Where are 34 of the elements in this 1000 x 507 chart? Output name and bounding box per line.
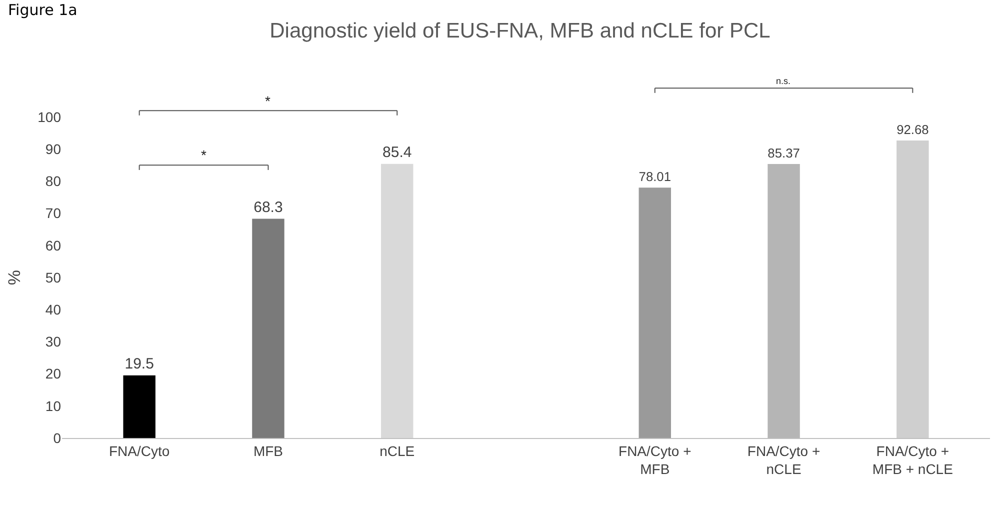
y-tick-label: 100 xyxy=(38,108,62,125)
x-tick-label: nCLE xyxy=(380,442,415,459)
y-tick-label: 0 xyxy=(53,430,62,446)
data-label: 92.68 xyxy=(896,122,929,138)
caption: Figure 1a xyxy=(8,1,78,19)
y-tick-label: 50 xyxy=(45,269,62,286)
chart-title: Diagnostic yield of EUS-FNA, MFB and nCLE for PCL xyxy=(270,20,770,43)
y-tick-label: 10 xyxy=(45,398,62,414)
data-label: 85.4 xyxy=(382,144,412,161)
data-label: 19.5 xyxy=(124,355,154,372)
x-tick-label: FNA/Cyto + MFB + nCLE xyxy=(872,442,953,477)
annotation: * xyxy=(201,147,207,163)
y-tick-label: 40 xyxy=(45,302,62,318)
x-tick-label: MFB xyxy=(253,442,283,459)
text: n.s. xyxy=(776,76,791,86)
data-label: 68.3 xyxy=(254,198,283,216)
bar xyxy=(381,164,414,438)
bar xyxy=(896,140,929,438)
x-tick-label: FNA/Cyto + MFB xyxy=(618,442,692,477)
bar xyxy=(123,375,156,438)
y-tick-label: 90 xyxy=(45,141,62,157)
y-tick-label: 70 xyxy=(45,205,62,222)
x-tick-label: FNA/Cyto + nCLE xyxy=(747,442,820,477)
y-tick-label: 80 xyxy=(45,173,62,190)
y-tick-label: 30 xyxy=(45,334,62,350)
y-axis-title: % xyxy=(5,270,24,286)
bar xyxy=(252,218,284,438)
data-label: 78.01 xyxy=(638,169,671,184)
text: * xyxy=(265,93,271,109)
data-label: 85.37 xyxy=(768,146,800,161)
x-tick-label: FNA/Cyto xyxy=(108,442,170,459)
bar xyxy=(638,188,671,438)
y-tick-label: 60 xyxy=(45,237,62,254)
y-tick-label: 20 xyxy=(45,366,62,382)
